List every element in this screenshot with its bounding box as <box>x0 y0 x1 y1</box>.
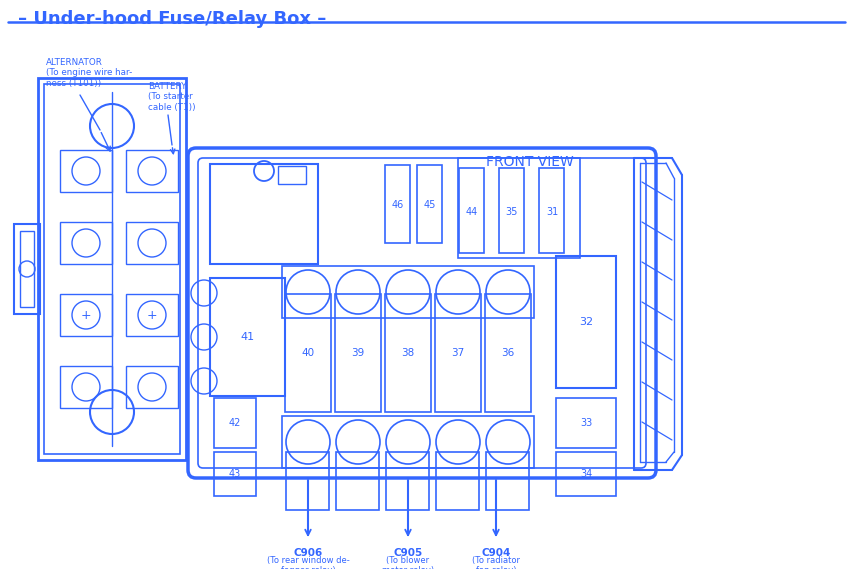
Bar <box>498 168 523 253</box>
Bar <box>384 294 430 412</box>
Bar <box>384 165 410 243</box>
Text: 35: 35 <box>505 207 517 217</box>
Bar <box>336 452 378 510</box>
Text: 41: 41 <box>240 332 255 342</box>
Bar <box>538 168 563 253</box>
Text: (To rear window de-
fogger relay): (To rear window de- fogger relay) <box>267 556 349 569</box>
Bar <box>556 398 615 448</box>
Bar <box>214 398 256 448</box>
Bar <box>60 150 112 192</box>
Text: 45: 45 <box>423 200 435 210</box>
Bar <box>126 222 178 264</box>
Bar <box>556 452 615 496</box>
Bar <box>38 78 186 460</box>
Bar <box>556 256 615 388</box>
Text: BATTERY
(To starter
cable (T1)): BATTERY (To starter cable (T1)) <box>148 82 195 112</box>
Bar <box>435 294 481 412</box>
Text: 36: 36 <box>501 348 514 358</box>
Bar <box>335 294 381 412</box>
Text: (To blower
motor relay): (To blower motor relay) <box>382 556 434 569</box>
Text: 42: 42 <box>228 418 241 428</box>
Text: (To radiator
fan relay): (To radiator fan relay) <box>471 556 520 569</box>
Bar <box>282 416 533 468</box>
Bar <box>458 168 483 253</box>
Bar <box>126 366 178 408</box>
Bar <box>126 294 178 336</box>
Text: 38: 38 <box>401 348 414 358</box>
Text: 32: 32 <box>579 317 592 327</box>
Bar <box>285 452 329 510</box>
Bar <box>214 452 256 496</box>
Text: 37: 37 <box>451 348 464 358</box>
Bar <box>210 278 285 396</box>
Bar <box>458 158 579 258</box>
Text: C904: C904 <box>481 548 510 558</box>
Bar <box>60 222 112 264</box>
Text: ALTERNATOR
(To engine wire har-
ness (T101)): ALTERNATOR (To engine wire har- ness (T1… <box>46 58 132 88</box>
Bar <box>14 224 40 314</box>
Text: C905: C905 <box>393 548 422 558</box>
Text: 40: 40 <box>301 348 314 358</box>
Bar <box>282 266 533 318</box>
Text: 46: 46 <box>391 200 404 210</box>
Text: 39: 39 <box>351 348 364 358</box>
Text: +: + <box>147 308 157 321</box>
Bar <box>386 452 429 510</box>
Bar <box>210 164 318 264</box>
Text: 43: 43 <box>228 469 241 479</box>
Bar <box>486 452 528 510</box>
Bar <box>44 84 180 454</box>
Bar <box>60 294 112 336</box>
Bar <box>60 366 112 408</box>
Bar <box>20 231 34 307</box>
Text: +: + <box>81 308 91 321</box>
Bar <box>485 294 531 412</box>
Bar <box>126 150 178 192</box>
Text: FRONT VIEW: FRONT VIEW <box>486 155 573 169</box>
Text: C906: C906 <box>293 548 322 558</box>
Text: 33: 33 <box>579 418 591 428</box>
Text: – Under-hood Fuse/Relay Box –: – Under-hood Fuse/Relay Box – <box>18 10 326 28</box>
Bar <box>435 452 479 510</box>
Text: 44: 44 <box>465 207 478 217</box>
Bar <box>278 166 306 184</box>
Bar <box>285 294 331 412</box>
Bar <box>417 165 441 243</box>
Text: 34: 34 <box>579 469 591 479</box>
Text: 31: 31 <box>545 207 557 217</box>
